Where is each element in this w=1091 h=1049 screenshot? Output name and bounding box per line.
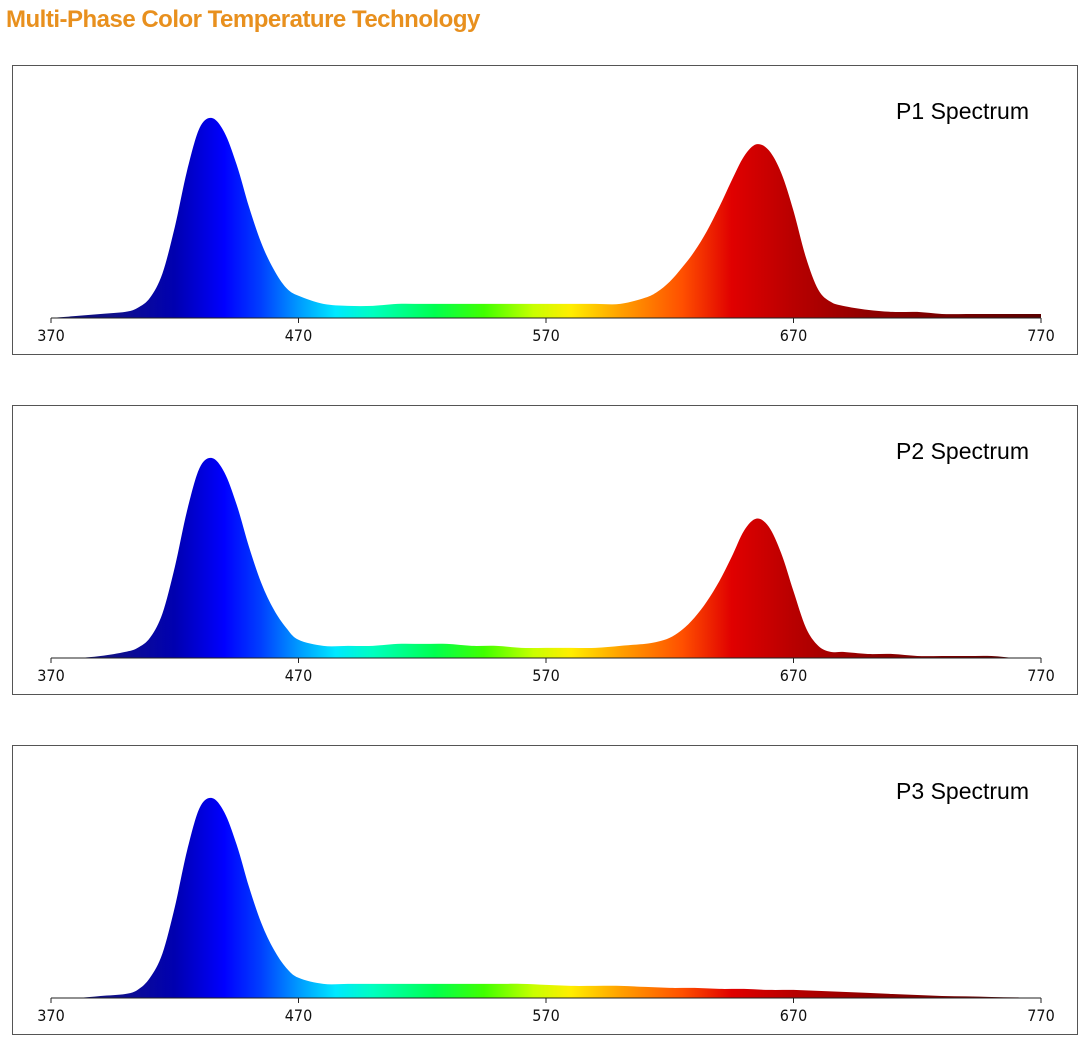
spectrum-chart: 370 470 570 670 770 bbox=[37, 457, 1055, 685]
spectrum-area bbox=[51, 797, 1041, 998]
page-title: Multi-Phase Color Temperature Technology bbox=[6, 6, 480, 33]
x-tick-label: 370 bbox=[37, 1006, 64, 1025]
chart-title: P1 Spectrum bbox=[896, 98, 1029, 124]
spectrum-chart: 370 470 570 670 770 bbox=[37, 797, 1055, 1025]
x-tick-label: 670 bbox=[780, 666, 807, 685]
x-tick-label: 370 bbox=[37, 666, 64, 685]
x-tick-label: 670 bbox=[780, 1006, 807, 1025]
spectrum-chart: 370 470 570 670 770 bbox=[37, 117, 1055, 345]
x-tick-label: 570 bbox=[532, 326, 559, 345]
x-tick-label: 570 bbox=[532, 1006, 559, 1025]
x-tick-label: 470 bbox=[285, 1006, 312, 1025]
x-tick-label: 770 bbox=[1027, 666, 1054, 685]
x-tick-label: 370 bbox=[37, 326, 64, 345]
x-tick-label: 470 bbox=[285, 666, 312, 685]
spectrum-area bbox=[51, 457, 1041, 658]
x-tick-label: 770 bbox=[1027, 1006, 1054, 1025]
x-tick-label: 670 bbox=[780, 326, 807, 345]
spectrum-area bbox=[51, 117, 1041, 318]
x-tick-label: 570 bbox=[532, 666, 559, 685]
spectrum-panel-p1: 370 470 570 670 770 P1 Spectrum bbox=[12, 65, 1078, 355]
spectrum-panel-p2: 370 470 570 670 770 P2 Spectrum bbox=[12, 405, 1078, 695]
x-tick-label: 470 bbox=[285, 326, 312, 345]
chart-title: P3 Spectrum bbox=[896, 778, 1029, 804]
spectrum-panel-p3: 370 470 570 670 770 P3 Spectrum bbox=[12, 745, 1078, 1035]
chart-title: P2 Spectrum bbox=[896, 438, 1029, 464]
x-tick-label: 770 bbox=[1027, 326, 1054, 345]
